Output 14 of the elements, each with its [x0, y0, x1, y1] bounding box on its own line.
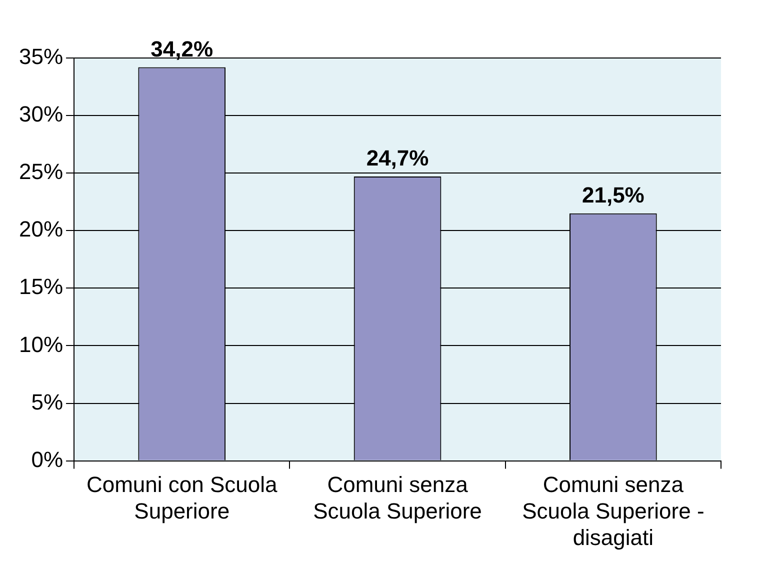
x-tick-label: Comuni senza Scuola Superiore [313, 472, 482, 524]
y-tick-label: 20% [18, 216, 64, 242]
y-tick-label: 0% [31, 446, 64, 472]
y-tick-label: 15% [18, 274, 64, 300]
y-tick-label: 25% [18, 159, 64, 184]
y-tick-label: 35% [18, 44, 64, 70]
data-label: 21,5% [582, 182, 644, 208]
y-tick-label: 10% [18, 332, 64, 357]
data-label: 24,7% [366, 146, 429, 171]
x-tick-label: Comuni con Scuola Superiore [86, 472, 278, 524]
x-tick-label: Comuni senza Scuola Superiore - disagiati [522, 472, 704, 550]
y-tick-label: 5% [31, 389, 64, 414]
y-tick-label: 30% [18, 102, 64, 127]
data-label: 34,2% [150, 36, 214, 62]
